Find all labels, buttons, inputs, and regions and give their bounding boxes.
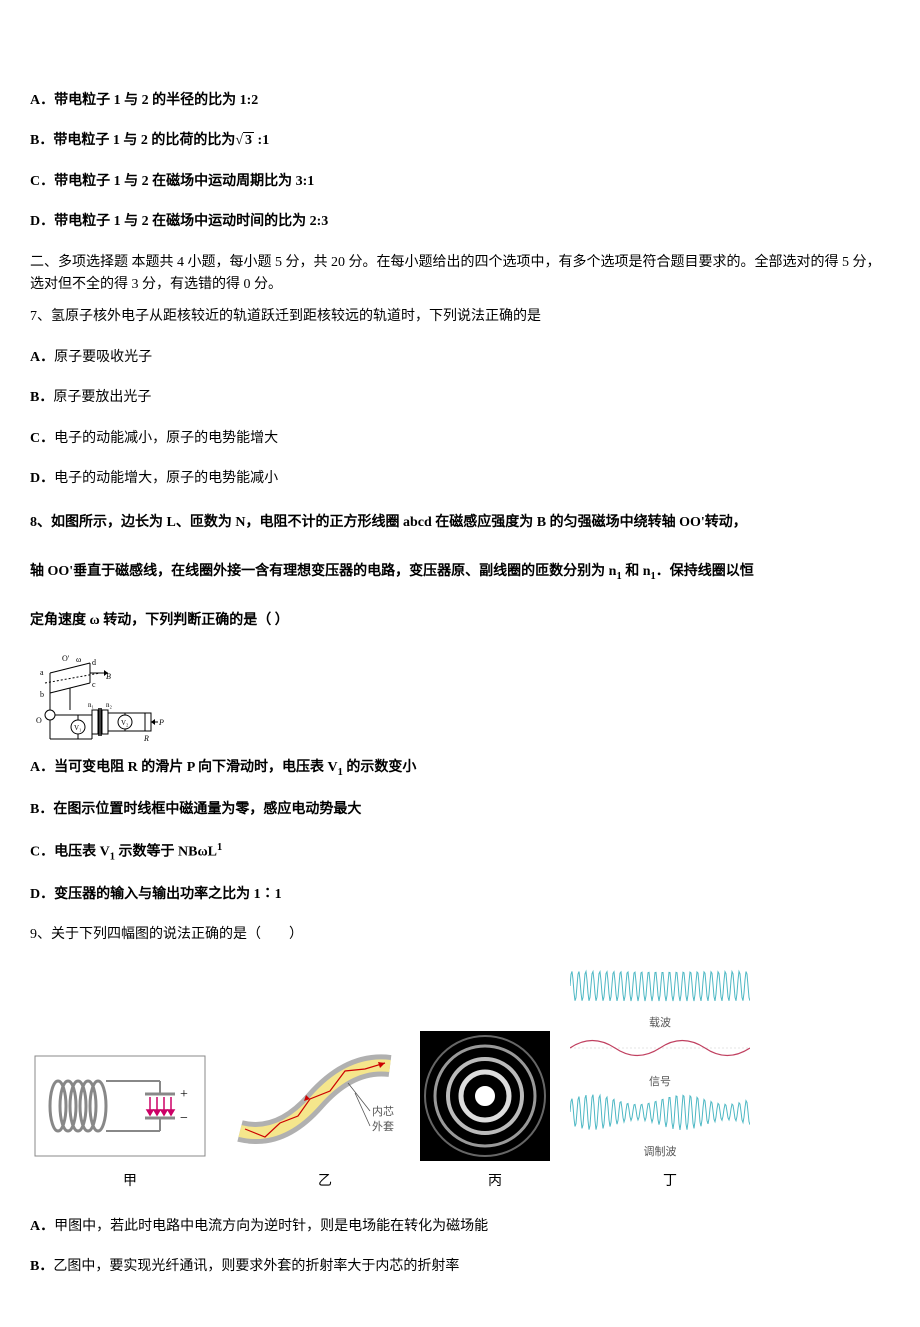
q7-option-c: C．电子的动能减小，原子的电势能增大	[30, 428, 890, 450]
sqrt-value: 3	[243, 132, 254, 148]
option-label: B．	[30, 133, 53, 148]
q8-stem-line2: 轴 OO'垂直于磁感线，在线圈外接一含有理想变压器的电路，变压器原、副线圈的匝数…	[30, 557, 890, 588]
label-oprime: O'	[62, 655, 70, 663]
option-label: A．	[30, 93, 54, 108]
q8-stem-l2c: 和 n	[622, 564, 651, 579]
q9-option-b: B．乙图中，要实现光纤通讯，则要求外套的折射率大于内芯的折射率	[30, 1256, 890, 1278]
option-text: 甲图中，若此时电路中电流方向为逆时针，则是电场能在转化为磁场能	[54, 1219, 488, 1234]
circuit-svg: a d b c O' ω B V₁ O n₁ n₂	[30, 655, 170, 743]
q6-option-c: C．带电粒子 1 与 2 在磁场中运动周期比为 3:1	[30, 171, 890, 193]
label-v1: V₁	[74, 724, 82, 732]
q9-label-row: 甲 乙 丙 丁	[30, 1171, 890, 1193]
option-text: 电子的动能增大，原子的电势能减小	[54, 471, 278, 486]
option-text-suffix: :1	[254, 133, 269, 148]
option-sup: 1	[217, 842, 222, 853]
q8-option-b: B．在图示位置时线框中磁通量为零，感应电动势最大	[30, 799, 890, 821]
option-text-mid: 示数等于 NBωL	[115, 844, 217, 859]
option-text-prefix: 当可变电阻 R 的滑片 P 向下滑动时，电压表 V	[54, 760, 338, 775]
q9-stem: 9、关于下列四幅图的说法正确的是（ ）	[30, 924, 890, 946]
q7-option-a: A．原子要吸收光子	[30, 347, 890, 369]
label-O: O	[36, 716, 42, 725]
optical-fiber-icon: 内芯 外套	[230, 1051, 400, 1161]
option-label: A．	[30, 1219, 54, 1234]
option-text-suffix: 的示数变小	[343, 760, 417, 775]
label-bing: 丙	[420, 1171, 570, 1193]
label-n1: n₁	[88, 701, 94, 709]
option-text: 在图示位置时线框中磁通量为零，感应电动势最大	[53, 802, 361, 817]
option-label: C．	[30, 844, 54, 859]
q8-stem-line1: 8、如图所示，边长为 L、匝数为 N，电阻不计的正方形线圈 abcd 在磁感应强…	[30, 508, 890, 539]
option-label: B．	[30, 802, 53, 817]
option-text: 原子要放出光子	[53, 390, 151, 405]
q9-option-a: A．甲图中，若此时电路中电流方向为逆时针，则是电场能在转化为磁场能	[30, 1216, 890, 1238]
option-text: 变压器的输入与输出功率之比为 1∶1	[54, 887, 282, 902]
label-R: R	[143, 734, 149, 743]
section2-heading: 二、多项选择题 本题共 4 小题，每小题 5 分，共 20 分。在每小题给出的四…	[30, 252, 890, 297]
option-text: 带电粒子 1 与 2 的半径的比为 1:2	[54, 93, 258, 108]
option-text-prefix: 带电粒子 1 与 2 的比荷的比为	[53, 133, 235, 148]
label-v2: V₂	[121, 719, 129, 727]
q7-option-d: D．电子的动能增大，原子的电势能减小	[30, 468, 890, 490]
q8-stem-l2e: ．保持线圈以恒	[656, 564, 754, 579]
q8-stem-line3: 定角速度 ω 转动，下列判断正确的是（ ）	[30, 606, 890, 637]
option-label: D．	[30, 887, 54, 902]
label-n2: n₂	[106, 701, 113, 709]
option-label: A．	[30, 350, 54, 365]
lc-circuit-icon: + −	[30, 1051, 210, 1161]
q8-option-d: D．变压器的输入与输出功率之比为 1∶1	[30, 884, 890, 906]
svg-text:+: +	[180, 1087, 188, 1102]
label-zaibo: 载波	[570, 1015, 750, 1033]
label-waitao: 外套	[372, 1120, 394, 1133]
option-label: B．	[30, 1259, 53, 1274]
option-label: C．	[30, 174, 54, 189]
figure-yi: 内芯 外套	[230, 1051, 400, 1161]
figure-jia: + −	[30, 1051, 210, 1161]
figure-ding: 载波 信号 调制波	[570, 967, 750, 1162]
sqrt-icon: 3	[235, 130, 254, 152]
signal-wave-icon	[570, 1033, 750, 1063]
option-label: A．	[30, 760, 54, 775]
q7-option-b: B．原子要放出光子	[30, 387, 890, 409]
diffraction-rings-icon	[420, 1031, 550, 1161]
label-a: a	[40, 668, 44, 677]
label-c: c	[92, 680, 96, 689]
option-text: 带电粒子 1 与 2 在磁场中运动时间的比为 2:3	[54, 214, 328, 229]
option-label: B．	[30, 390, 53, 405]
q9-figure-row: + − 内芯 外套	[30, 967, 890, 1162]
q8-option-c: C．电压表 V1 示数等于 NBωL1	[30, 840, 890, 866]
q8-circuit-diagram: a d b c O' ω B V₁ O n₁ n₂	[30, 655, 170, 743]
label-neixin: 内芯	[372, 1104, 394, 1118]
figure-bing	[420, 1031, 550, 1161]
option-text: 原子要吸收光子	[54, 350, 152, 365]
option-label: D．	[30, 214, 54, 229]
q7-stem: 7、氢原子核外电子从距核较近的轨道跃迁到距核较远的轨道时，下列说法正确的是	[30, 306, 890, 328]
label-P: P	[158, 718, 164, 727]
option-text-prefix: 电压表 V	[54, 844, 110, 859]
q6-option-d: D．带电粒子 1 与 2 在磁场中运动时间的比为 2:3	[30, 211, 890, 233]
option-text: 带电粒子 1 与 2 在磁场中运动周期比为 3:1	[54, 174, 314, 189]
q8-option-a: A．当可变电阻 R 的滑片 P 向下滑动时，电压表 V1 的示数变小	[30, 757, 890, 782]
q6-option-a: A．带电粒子 1 与 2 的半径的比为 1:2	[30, 90, 890, 112]
option-label: D．	[30, 471, 54, 486]
label-jia: 甲	[30, 1171, 230, 1193]
label-yi: 乙	[230, 1171, 420, 1193]
option-text: 电子的动能减小，原子的电势能增大	[54, 431, 278, 446]
label-b: b	[40, 690, 44, 699]
svg-text:−: −	[180, 1111, 188, 1126]
q6-option-b: B．带电粒子 1 与 2 的比荷的比为 3 :1	[30, 130, 890, 152]
modulated-wave-icon	[570, 1091, 750, 1133]
label-d: d	[92, 658, 96, 667]
label-omega: ω	[76, 655, 81, 664]
option-label: C．	[30, 431, 54, 446]
label-tiaozhibo: 调制波	[570, 1144, 750, 1162]
carrier-wave-icon	[570, 967, 750, 1005]
label-ding: 丁	[570, 1171, 770, 1193]
option-text: 乙图中，要实现光纤通讯，则要求外套的折射率大于内芯的折射率	[53, 1259, 459, 1274]
q8-stem-l2a: 轴 OO'垂直于磁感线，在线圈外接一含有理想变压器的电路，变压器原、副线圈的匝数…	[30, 564, 616, 579]
label-xinhao: 信号	[570, 1074, 750, 1092]
